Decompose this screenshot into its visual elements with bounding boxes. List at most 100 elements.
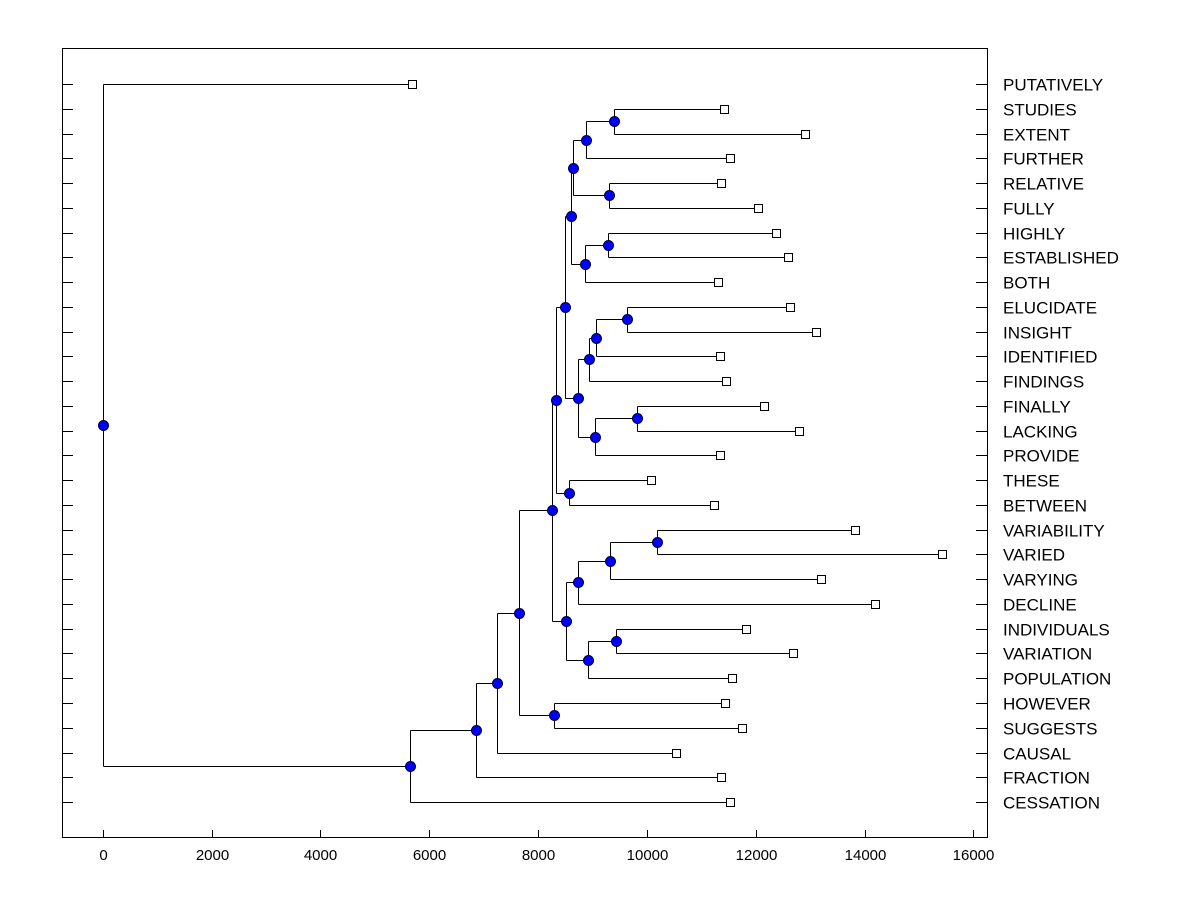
leaf-marker bbox=[721, 699, 730, 708]
leaf-label: FRACTION bbox=[1003, 769, 1090, 788]
leaf-marker bbox=[716, 352, 725, 361]
leaf-marker bbox=[871, 600, 880, 609]
merge-node bbox=[514, 608, 525, 619]
leaf-marker bbox=[789, 649, 798, 658]
leaf-label: CAUSAL bbox=[1003, 745, 1071, 764]
leaf-marker bbox=[786, 303, 795, 312]
merge-node bbox=[561, 616, 572, 627]
tick-layer: 0 2000 4000 6000 8000 10000 12000 14000 16000 bbox=[62, 84, 995, 864]
leaf-label: IDENTIFIED bbox=[1003, 348, 1097, 367]
leaf-label: BETWEEN bbox=[1003, 497, 1087, 516]
merge-node bbox=[573, 577, 584, 588]
labels-layer: PUTATIVELY STUDIES EXTENT FURTHER RELATIVE FU… bbox=[1003, 76, 1119, 813]
merge-node bbox=[492, 678, 503, 689]
leaf-marker bbox=[795, 427, 804, 436]
leaf-label: PROVIDE bbox=[1003, 447, 1080, 466]
leaf-label: STUDIES bbox=[1003, 101, 1077, 120]
merge-node bbox=[604, 190, 615, 201]
merge-node bbox=[405, 761, 416, 772]
leaf-marker bbox=[851, 526, 860, 535]
leaf-label: BOTH bbox=[1003, 274, 1050, 293]
leaf-marker bbox=[784, 253, 793, 262]
x-tick-label: 0 bbox=[99, 847, 107, 864]
leaf-marker bbox=[672, 749, 681, 758]
leaf-marker bbox=[801, 130, 810, 139]
merge-node bbox=[590, 432, 601, 443]
merge-node bbox=[611, 636, 622, 647]
leaf-marker bbox=[772, 229, 781, 238]
merge-node bbox=[580, 259, 591, 270]
leaf-marker bbox=[738, 724, 747, 733]
leaf-marker bbox=[717, 179, 726, 188]
leaf-marker bbox=[647, 476, 656, 485]
leaf-label: FURTHER bbox=[1003, 150, 1084, 169]
leaf-label: FINALLY bbox=[1003, 398, 1071, 417]
merge-node bbox=[549, 710, 560, 721]
leaf-marker bbox=[938, 550, 947, 559]
leaf-label: VARIABILITY bbox=[1003, 522, 1105, 541]
merge-node bbox=[573, 393, 584, 404]
leaf-marker bbox=[812, 328, 821, 337]
x-tick-label: 6000 bbox=[413, 847, 446, 864]
merge-node bbox=[591, 333, 602, 344]
x-tick-label: 10000 bbox=[627, 847, 669, 864]
merge-node bbox=[547, 505, 558, 516]
leaf-label: VARIED bbox=[1003, 546, 1065, 565]
leaf-marker bbox=[760, 402, 769, 411]
merge-node bbox=[584, 354, 595, 365]
leaf-label: SUGGESTS bbox=[1003, 720, 1097, 739]
leaf-label: HIGHLY bbox=[1003, 225, 1065, 244]
leaf-label: CESSATION bbox=[1003, 794, 1100, 813]
leaf-marker bbox=[754, 204, 763, 213]
merge-node bbox=[560, 302, 571, 313]
leaf-label: EXTENT bbox=[1003, 126, 1070, 145]
leaf-marker bbox=[726, 798, 735, 807]
merge-node bbox=[652, 537, 663, 548]
plot-frame bbox=[62, 48, 988, 838]
leaf-label: FULLY bbox=[1003, 200, 1055, 219]
leaf-marker bbox=[408, 80, 417, 89]
merge-node bbox=[632, 413, 643, 424]
merge-node bbox=[471, 725, 482, 736]
leaf-marker bbox=[720, 105, 729, 114]
leaf-label: INSIGHT bbox=[1003, 324, 1072, 343]
leaf-label: VARIATION bbox=[1003, 645, 1092, 664]
leaf-marker bbox=[722, 377, 731, 386]
x-tick-label: 8000 bbox=[522, 847, 555, 864]
nodes-layer bbox=[98, 116, 663, 772]
merge-node bbox=[568, 163, 579, 174]
leaf-label: ELUCIDATE bbox=[1003, 299, 1097, 318]
leaf-label: PUTATIVELY bbox=[1003, 76, 1103, 95]
merge-node bbox=[551, 395, 562, 406]
leaf-marker bbox=[717, 773, 726, 782]
leaf-label: VARYING bbox=[1003, 571, 1078, 590]
leaf-label: RELATIVE bbox=[1003, 175, 1084, 194]
merge-node bbox=[98, 420, 109, 431]
merge-node bbox=[583, 655, 594, 666]
x-tick-label: 2000 bbox=[196, 847, 229, 864]
leaf-label: HOWEVER bbox=[1003, 695, 1091, 714]
merge-node bbox=[603, 240, 614, 251]
leaf-marker bbox=[742, 625, 751, 634]
leaf-marker bbox=[817, 575, 826, 584]
x-tick-label: 16000 bbox=[953, 847, 995, 864]
leaf-label: ESTABLISHED bbox=[1003, 249, 1119, 268]
leaf-marker bbox=[710, 501, 719, 510]
leaf-label: THESE bbox=[1003, 472, 1060, 491]
leaves-layer bbox=[408, 80, 947, 807]
leaf-label: DECLINE bbox=[1003, 596, 1077, 615]
merge-node bbox=[566, 211, 577, 222]
leaf-marker bbox=[728, 674, 737, 683]
merge-node bbox=[581, 135, 592, 146]
x-tick-label: 4000 bbox=[304, 847, 337, 864]
merge-node bbox=[622, 314, 633, 325]
x-tick-label: 12000 bbox=[736, 847, 778, 864]
leaf-label: INDIVIDUALS bbox=[1003, 621, 1110, 640]
merge-node bbox=[605, 556, 616, 567]
leaf-label: FINDINGS bbox=[1003, 373, 1084, 392]
leaf-label: POPULATION bbox=[1003, 670, 1111, 689]
leaf-marker bbox=[726, 154, 735, 163]
leaf-label: LACKING bbox=[1003, 423, 1078, 442]
leaf-marker bbox=[714, 278, 723, 287]
